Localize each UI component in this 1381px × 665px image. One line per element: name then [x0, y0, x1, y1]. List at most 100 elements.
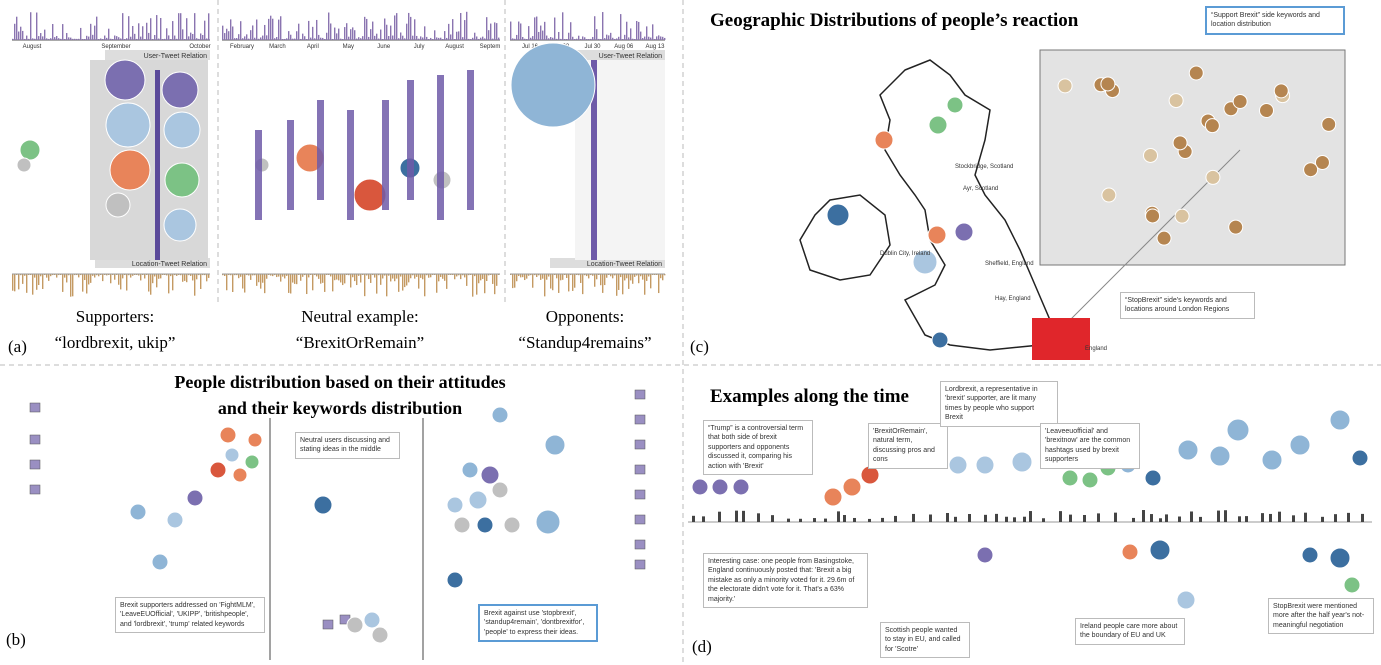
keyword-node	[634, 439, 646, 450]
hist-bar	[78, 38, 80, 40]
hist-bar	[562, 274, 564, 280]
term-bubble	[1226, 418, 1250, 442]
hist-bar	[664, 274, 666, 276]
hist-bar	[462, 37, 464, 40]
annotation: Interesting case: one people from Basing…	[703, 553, 868, 609]
hist-bar	[186, 274, 188, 283]
hist-bar	[312, 274, 314, 291]
hist-bar	[600, 38, 602, 40]
hist-bar	[638, 274, 640, 284]
hist-bar	[632, 274, 634, 284]
hist-bar	[582, 274, 584, 295]
hist-bar	[262, 274, 264, 283]
time-bar	[1059, 511, 1062, 522]
hist-bar	[28, 274, 30, 276]
hist-bar	[152, 274, 154, 284]
hist-bar	[164, 38, 166, 40]
hist-bar	[180, 13, 182, 40]
hist-bar	[130, 36, 132, 40]
hist-bar	[564, 274, 566, 276]
hist-bar	[596, 29, 598, 40]
hist-bar	[62, 24, 64, 40]
keyword-node	[634, 464, 646, 475]
keyword-node	[29, 484, 41, 495]
hist-bar	[196, 274, 198, 280]
time-bar	[881, 517, 884, 522]
keyword-bubble	[1205, 169, 1221, 185]
hist-bar	[384, 18, 386, 40]
time-bar	[718, 511, 721, 522]
hist-bar	[22, 274, 24, 284]
hist-bar	[612, 37, 614, 40]
hist-bar	[28, 38, 30, 40]
hist-bar	[442, 38, 444, 40]
hist-bar	[566, 38, 568, 40]
hist-bar	[300, 274, 302, 281]
hist-bar	[20, 26, 22, 40]
hist-bar	[554, 17, 556, 40]
hist-bar	[588, 38, 590, 40]
hist-bar	[462, 274, 464, 276]
hist-bar	[464, 274, 466, 278]
hist-bar	[356, 38, 358, 40]
hist-bar	[266, 35, 268, 40]
hist-bar	[22, 30, 24, 40]
hist-bar	[430, 37, 432, 40]
hist-bar	[342, 274, 344, 286]
hist-bar	[428, 274, 430, 278]
hist-bar	[446, 274, 448, 289]
caption-heading: Supporters:	[76, 307, 154, 326]
hist-bar	[616, 274, 618, 296]
hist-bar	[118, 274, 120, 285]
keyword-node	[29, 459, 41, 470]
hist-bar	[292, 274, 294, 283]
annotation: Ireland people care more about the bound…	[1075, 618, 1185, 645]
hist-bar	[406, 274, 408, 286]
hist-bar	[138, 274, 140, 276]
map-bubble	[912, 249, 938, 275]
hist-bar	[648, 36, 650, 40]
hist-bar	[334, 274, 336, 281]
hist-bar	[206, 274, 208, 282]
hist-bar	[146, 22, 148, 40]
time-bar	[1159, 518, 1162, 522]
hist-bar	[414, 19, 416, 40]
hist-bar	[474, 32, 476, 40]
hist-bar	[492, 38, 494, 40]
hist-bar	[608, 35, 610, 40]
hist-bar	[544, 21, 546, 40]
stream-band	[255, 130, 262, 220]
hist-bar	[644, 36, 646, 40]
hist-bar	[588, 274, 590, 279]
month-label: Jul 16	[522, 44, 539, 50]
hist-bar	[620, 14, 622, 40]
hist-bar	[144, 274, 146, 279]
panel-label: (d)	[692, 637, 712, 656]
hist-bar	[194, 13, 196, 41]
hist-bar	[560, 38, 562, 40]
hist-bar	[32, 274, 34, 295]
relation-band	[95, 258, 210, 268]
hist-bar	[208, 13, 210, 40]
hist-bar	[236, 38, 238, 40]
hist-bar	[612, 274, 614, 279]
term-bubble	[976, 546, 994, 564]
hist-bar	[288, 274, 290, 293]
hist-bar	[530, 37, 532, 40]
hist-bar	[228, 274, 230, 276]
panel-title: Geographic Distributions of people’s rea…	[710, 10, 1079, 31]
hist-bar	[396, 274, 398, 279]
user-node	[346, 616, 364, 634]
hist-bar	[174, 35, 176, 40]
keyword-node	[634, 514, 646, 525]
place-label: Stockbridge, Scotland	[955, 164, 1013, 170]
hist-bar	[268, 18, 270, 40]
panel-label: (a)	[8, 337, 27, 356]
hist-bar	[566, 274, 568, 278]
hist-bar	[352, 27, 354, 40]
hist-bar	[548, 38, 550, 40]
time-bar	[1042, 518, 1045, 522]
hist-bar	[362, 274, 364, 276]
hist-bar	[146, 274, 148, 276]
